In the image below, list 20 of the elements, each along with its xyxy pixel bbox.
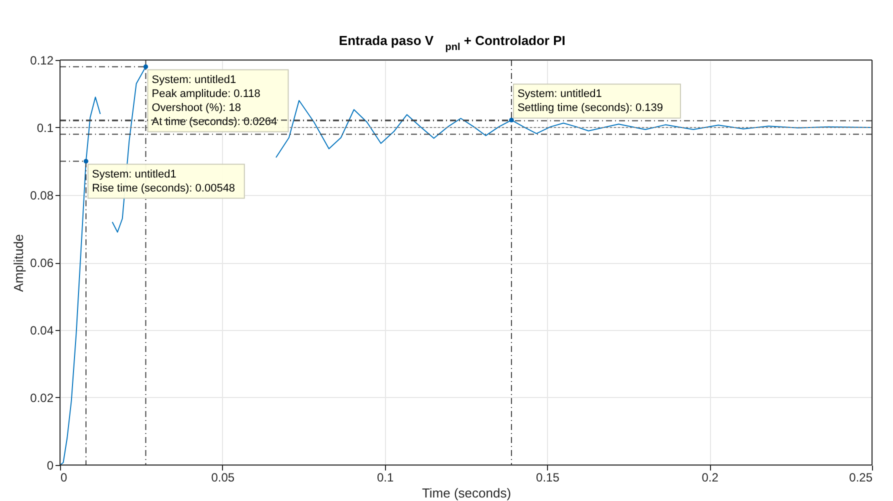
y-tick-label: 0 <box>46 458 54 472</box>
x-tick-label: 0.15 <box>536 470 560 484</box>
annotation: System: untitled1 Rise time (seconds): 0.00548 <box>92 168 236 194</box>
y-tick-label: 0.08 <box>30 188 54 202</box>
y-axis-title: Amplitude <box>11 234 26 292</box>
y-tick-label: 0.04 <box>30 324 54 338</box>
x-tick-label: 0.25 <box>849 470 873 484</box>
annotation: System: untitled1 Settling time (seconds): 0.139 <box>517 88 664 114</box>
x-tick-label: 0.1 <box>376 470 394 484</box>
x-tick-label: 0.05 <box>211 470 235 484</box>
point <box>84 158 88 164</box>
x-tick-label: 0 <box>60 470 68 484</box>
y-tick-label: 0.06 <box>30 256 54 270</box>
y-tick-label: 0.02 <box>30 391 54 405</box>
point <box>509 118 514 122</box>
point <box>143 64 148 70</box>
x-axis-title: Time (seconds) <box>422 486 512 500</box>
x-tick-label: 0.2 <box>702 470 719 484</box>
y-tick-label: 0.12 <box>30 54 54 68</box>
y-tick-label: 0.1 <box>36 121 54 135</box>
